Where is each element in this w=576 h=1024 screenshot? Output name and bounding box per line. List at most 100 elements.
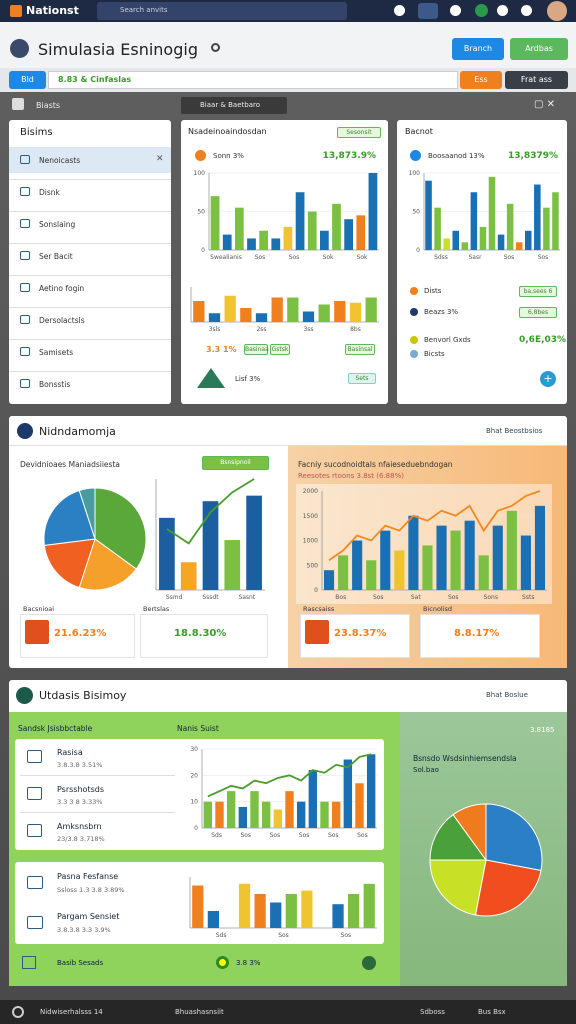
x-tick-label: Sos — [341, 932, 352, 939]
stat-label: Bertslas — [143, 605, 170, 613]
tab[interactable]: Biaar & Baetbaro — [200, 101, 260, 109]
bar — [271, 238, 281, 250]
tab-icon — [12, 98, 24, 110]
stat-icon — [305, 620, 329, 644]
line — [166, 478, 255, 545]
divider — [9, 339, 171, 340]
bar — [224, 540, 241, 590]
bar — [394, 550, 405, 590]
pie-slice — [452, 803, 487, 862]
bar — [368, 173, 378, 250]
divider — [20, 812, 175, 813]
x-tick-label: Sos — [278, 932, 289, 939]
filter[interactable]: Bhat Boslue — [486, 691, 528, 699]
footer-label: Basib Sesads — [57, 959, 104, 967]
icon[interactable] — [521, 5, 532, 16]
bar — [238, 883, 251, 928]
search-box[interactable] — [97, 2, 347, 20]
button[interactable]: Sets — [348, 373, 376, 384]
bar — [464, 520, 475, 590]
icon[interactable] — [394, 5, 405, 16]
bar — [543, 207, 550, 250]
add-button[interactable]: + — [540, 371, 556, 387]
bar — [332, 203, 341, 250]
bar-chart: 3sls 2ss 3ss 8bs — [190, 287, 379, 333]
stat-icon — [410, 150, 421, 161]
x-tick-label: Sds — [211, 832, 222, 839]
sidebar-item[interactable]: Disnk — [39, 188, 60, 197]
bar — [246, 495, 262, 590]
pill: 6,8bes — [519, 307, 557, 318]
close-icon[interactable]: ✕ — [156, 154, 164, 164]
y-tick-label: 20 — [190, 772, 198, 779]
search-icon[interactable] — [211, 43, 220, 52]
icon[interactable] — [475, 4, 488, 17]
bar — [331, 801, 341, 828]
stat-label: Sonn 3% — [213, 152, 244, 160]
icon[interactable] — [362, 956, 376, 970]
sidebar-item[interactable]: Nenoicasts — [39, 156, 81, 165]
item-sub: 3.8.3.8 3.51% — [57, 761, 103, 769]
y-tick-label: 50 — [197, 209, 205, 216]
y-tick-label: 30 — [190, 746, 198, 753]
icon[interactable] — [12, 1006, 24, 1018]
foot-value: 3.3 1% — [206, 345, 237, 354]
bar — [334, 301, 346, 322]
tab[interactable]: Biasts — [36, 101, 61, 110]
card — [15, 739, 384, 850]
sidebar-item[interactable]: Aetino fogin — [39, 284, 85, 293]
bar — [261, 801, 271, 828]
item-label: Psrsshotsds — [57, 785, 104, 794]
bar — [255, 313, 268, 322]
x-tick-label: Sos — [538, 254, 549, 261]
x-tick-label: Sok — [357, 254, 368, 261]
dot — [410, 308, 418, 316]
icon[interactable] — [450, 5, 461, 16]
bar — [552, 192, 559, 250]
bar — [180, 562, 197, 590]
x-tick-label: Sssdt — [202, 594, 219, 601]
badge[interactable]: Sesonsit — [337, 127, 381, 138]
x-tick-label: Sds — [216, 932, 227, 939]
bar-line-chart: Ssmd Sssdt Sasnt — [155, 478, 265, 601]
item-icon — [20, 315, 30, 324]
bar — [349, 302, 362, 322]
button[interactable]: Frat ass — [505, 71, 568, 89]
sidebar-item[interactable]: Sonslaing — [39, 220, 76, 229]
avatar[interactable] — [547, 1, 567, 21]
icon — [22, 956, 36, 969]
filter[interactable]: Bhat Beostbsios — [486, 427, 543, 435]
pill: Gstsk — [270, 344, 290, 355]
button[interactable]: Branch — [452, 38, 504, 60]
input-field[interactable] — [48, 71, 458, 89]
x-tick-label: Ssmd — [166, 594, 183, 601]
tab-controls[interactable]: ▢ ✕ — [534, 99, 556, 110]
button[interactable]: Ess — [460, 71, 502, 89]
bar — [301, 890, 313, 928]
button[interactable]: Ardbas — [510, 38, 568, 60]
bar — [320, 801, 329, 828]
item-icon — [20, 283, 30, 292]
dot — [410, 336, 418, 344]
x-tick-label: 2ss — [256, 326, 266, 333]
list-label: Bicsts — [424, 350, 445, 358]
y-tick-label: 1500 — [303, 513, 318, 520]
x-tick-label: Sok — [323, 254, 334, 261]
x-tick-label: Sos — [328, 832, 339, 839]
panel-icon — [17, 423, 33, 439]
dropdown[interactable]: Bsnsipnoil — [202, 456, 269, 470]
sidebar-item[interactable]: Dersolactsls — [39, 316, 85, 325]
panel-title: Utdasis Bisimoy — [39, 689, 127, 702]
tab-active[interactable] — [181, 97, 287, 114]
tag[interactable]: Bld — [9, 71, 46, 89]
bar — [425, 180, 432, 250]
item-sub: 3.8.3.8 3.3 3.9% — [57, 926, 111, 934]
x-tick-label: Sons — [484, 594, 498, 601]
sidebar-item[interactable]: Bonsstis — [39, 380, 71, 389]
sidebar-item[interactable]: Samisets — [39, 348, 74, 357]
bar — [506, 510, 517, 590]
icon[interactable] — [497, 5, 508, 16]
icon[interactable] — [418, 3, 438, 19]
sidebar-item[interactable]: Ser Bacit — [39, 252, 73, 261]
